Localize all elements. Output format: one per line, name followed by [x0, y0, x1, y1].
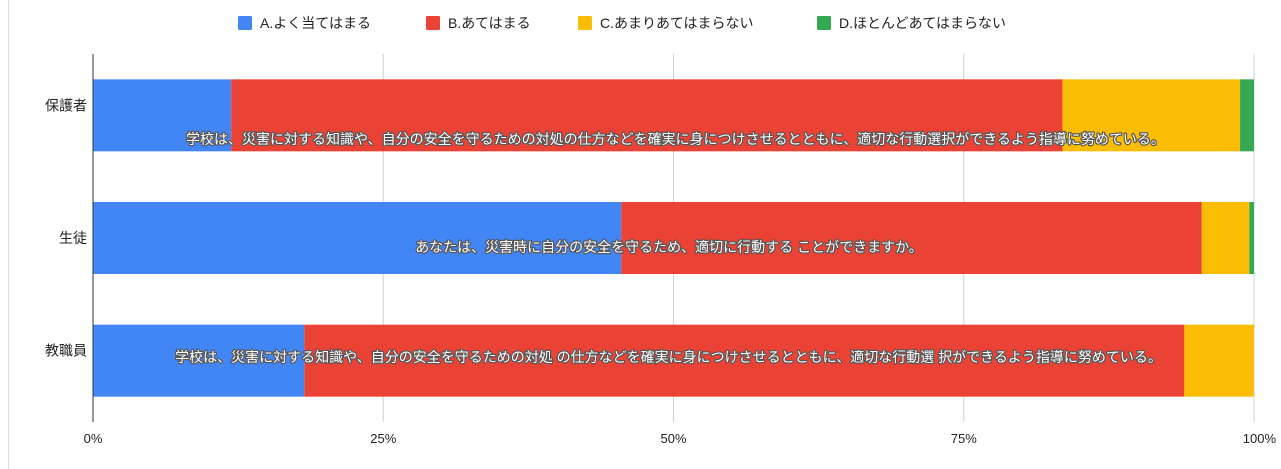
annotation-2: 学校は、災害に対する知識や、自分の安全を守るための対処 の仕方などを確実に身につ…: [175, 349, 1162, 365]
x-tick-labels: 0% 25% 50% 75% 100%: [84, 431, 1277, 446]
legend-swatch-0: [238, 16, 252, 30]
annotation-0: 学校は、災害に対する知識や、自分の安全を守るための対処の仕方などを確実に身につけ…: [186, 131, 1165, 147]
left-border: [8, 0, 9, 469]
category-label-1: 生徒: [59, 230, 87, 246]
category-label-2: 教職員: [45, 343, 87, 359]
bar-segment-0-1: [231, 79, 1063, 152]
legend-item-3: D.ほとんどあてはまらない: [817, 15, 1006, 31]
legend-item-1: B.あてはまる: [426, 15, 531, 31]
bar-segment-2-2: [1184, 324, 1254, 397]
legend-label-0: A.よく当てはまる: [260, 15, 371, 31]
legend-label-1: B.あてはまる: [448, 15, 531, 31]
x-tick-label-0: 0%: [84, 431, 103, 446]
x-tick-label-4: 100%: [1243, 431, 1277, 446]
bar-segment-1-1: [621, 202, 1202, 274]
bar-segment-1-3: [1249, 202, 1254, 274]
legend-item-2: C.あまりあてはまらない: [578, 15, 753, 31]
bar-segment-0-0: [93, 79, 232, 152]
legend-label-3: D.ほとんどあてはまらない: [839, 15, 1006, 31]
legend-label-2: C.あまりあてはまらない: [600, 15, 753, 31]
x-tick-label-2: 50%: [660, 431, 686, 446]
bar-segment-1-2: [1201, 202, 1250, 274]
annotations: 学校は、災害に対する知識や、自分の安全を守るための対処の仕方などを確実に身につけ…: [174, 130, 1166, 366]
legend: A.よく当てはまる B.あてはまる C.あまりあてはまらない D.ほとんどあてはまらな…: [238, 15, 1006, 31]
legend-swatch-3: [817, 16, 831, 30]
bar-segment-1-0: [93, 202, 622, 274]
bar-segment-2-1: [304, 324, 1185, 397]
x-tick-label-3: 75%: [951, 431, 977, 446]
bar-segment-2-0: [93, 324, 305, 397]
legend-item-0: A.よく当てはまる: [238, 15, 371, 31]
legend-swatch-1: [426, 16, 440, 30]
x-tick-label-1: 25%: [370, 431, 396, 446]
annotation-1: あなたは、災害時に自分の安全を守るため、適切に行動する ことができますか。: [415, 239, 923, 255]
bar-segment-0-2: [1062, 79, 1241, 152]
legend-swatch-2: [578, 16, 592, 30]
bar-segment-0-3: [1240, 79, 1254, 152]
bars: [93, 79, 1254, 397]
category-label-0: 保護者: [45, 97, 87, 113]
